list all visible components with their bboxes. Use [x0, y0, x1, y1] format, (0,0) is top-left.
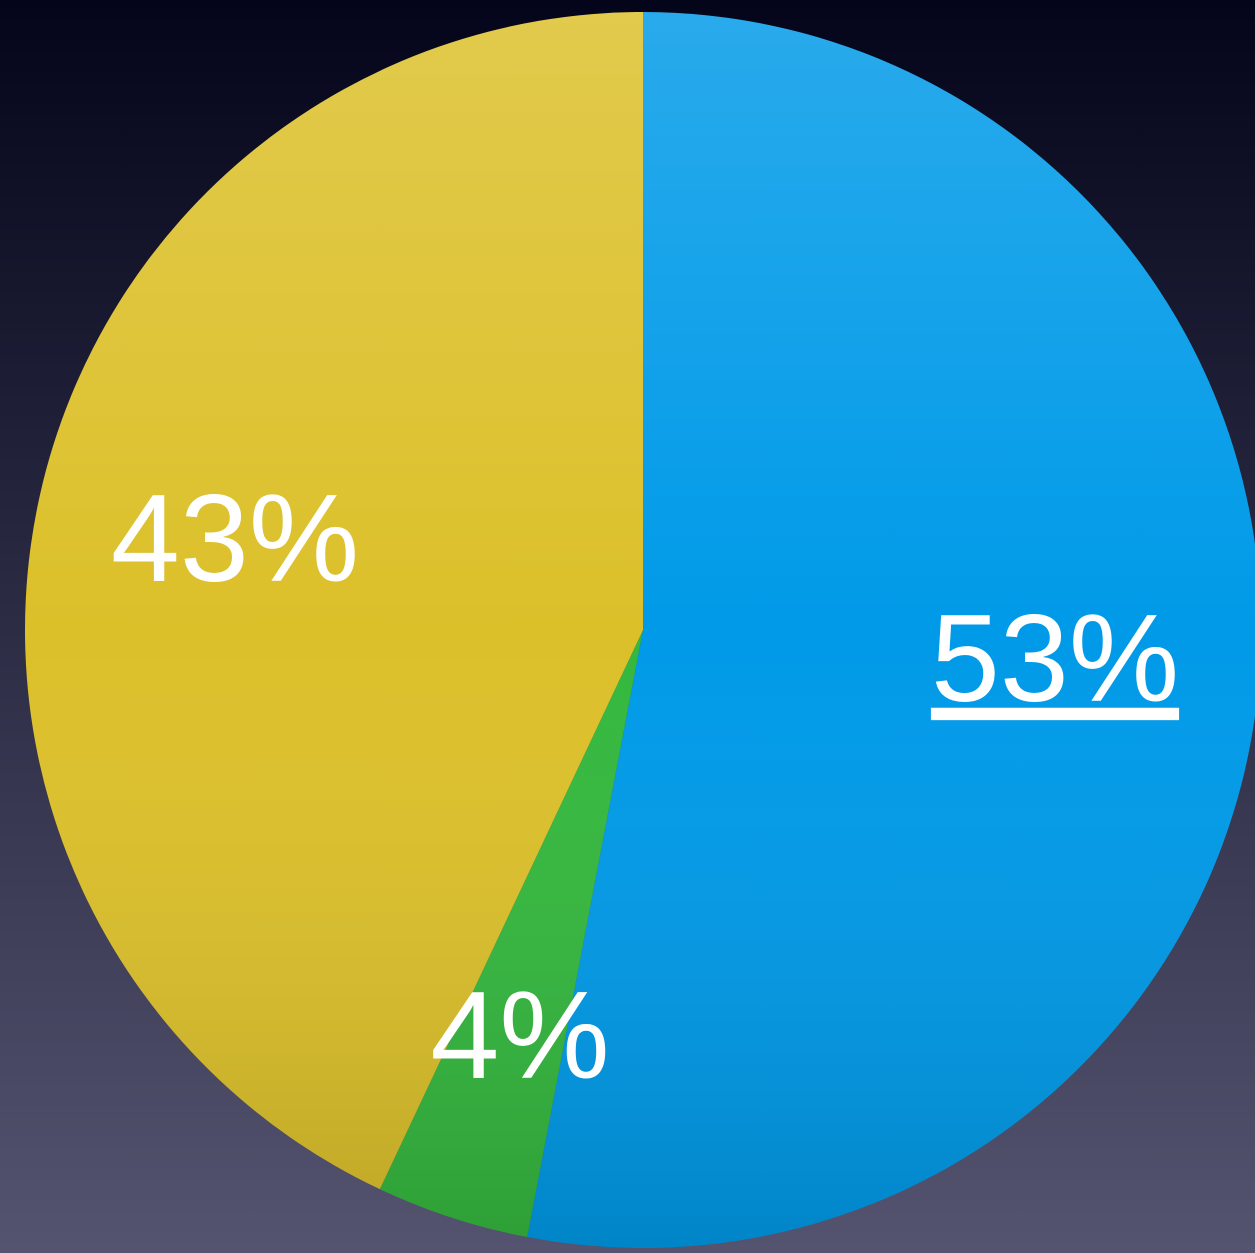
data-label: 4%	[430, 967, 609, 1105]
labels: 53% 4% 43%	[111, 470, 1179, 1105]
data-label: 43%	[111, 470, 359, 608]
data-label: 53%	[931, 590, 1179, 728]
